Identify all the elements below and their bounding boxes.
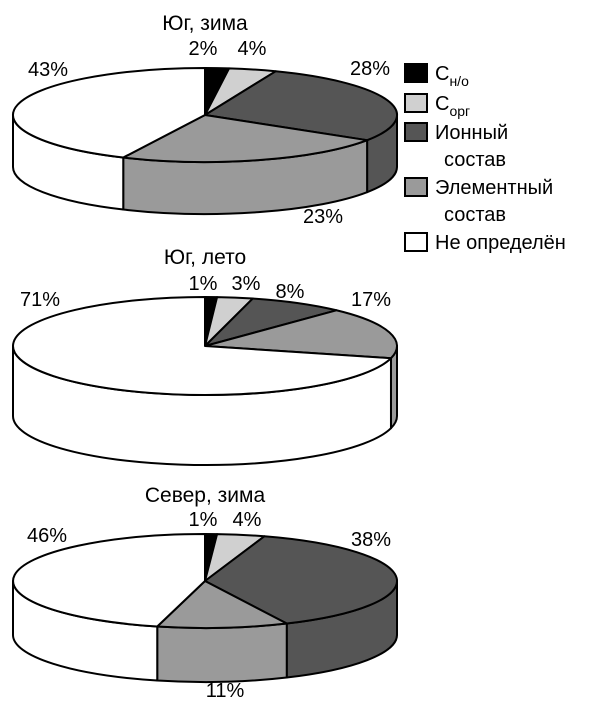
pie-2-label-1: 1% — [189, 273, 218, 295]
legend-label-2: Cорг — [435, 93, 470, 119]
legend-item-2: Cорг — [404, 93, 470, 119]
pie-2-slice-4 — [204, 309, 398, 360]
legend-swatch-5 — [404, 232, 428, 252]
pie-3-label-5: 46% — [27, 525, 67, 547]
legend-item-5: Не определён — [404, 232, 566, 254]
legend-label-3-line2: состав — [444, 149, 506, 171]
pie-2-label-3: 8% — [276, 281, 305, 303]
legend-label-5-main: Не определён — [435, 232, 566, 254]
pie-1-label-3: 28% — [350, 58, 390, 80]
legend-label-5: Не определён — [435, 232, 566, 254]
pies-group: Юг, зима 2% 4% 28% 23% 43% Юг, лето 1% 3% 8% 17% 71… — [11, 12, 399, 702]
pie-1-slice-5 — [11, 67, 206, 159]
pie-2-slice-5 — [12, 296, 392, 396]
pie-1-slice-3 — [204, 70, 398, 142]
pie-3-label-2: 4% — [233, 509, 262, 531]
pie-2-label-4: 17% — [351, 289, 391, 311]
legend-label-3: Ионный — [435, 122, 508, 144]
legend-swatch-1 — [404, 63, 428, 83]
pie-1-label-5: 43% — [28, 59, 68, 81]
pie-1-title: Юг, зима — [162, 12, 248, 35]
pie-chart-2: Юг, лето 1% 3% 8% 17% 71% — [12, 246, 399, 466]
legend-label-4-main: Элементный — [435, 177, 553, 199]
legend-item-3: Ионный состав — [404, 122, 508, 171]
pie-1-label-2: 4% — [238, 38, 267, 60]
pie-3-title: Север, зима — [145, 484, 266, 507]
pie-2-label-5: 71% — [20, 289, 60, 311]
legend-label-3-main: Ионный — [435, 122, 508, 144]
legend-label-1-main: C — [435, 63, 449, 85]
legend-item-4: Элементный состав — [404, 177, 553, 226]
legend-label-2-main: C — [435, 93, 449, 115]
pie-3-label-4: 11% — [206, 680, 245, 702]
pie-3-slice-4 — [156, 580, 288, 629]
pie-3-label-3: 38% — [351, 529, 391, 551]
pie-3-slice-5 — [12, 533, 206, 628]
legend-swatch-2 — [404, 93, 428, 113]
pie-3-slice-3 — [204, 535, 399, 625]
pie-1-label-4: 23% — [303, 206, 343, 228]
pie-3-label-1: 1% — [189, 509, 218, 531]
legend-item-1: Cн/о — [404, 63, 469, 89]
legend-label-2-sub: орг — [449, 103, 470, 119]
pie-2-title: Юг, лето — [164, 246, 246, 269]
legend-label-1-sub: н/о — [449, 73, 469, 89]
pie-1-label-1: 2% — [189, 38, 218, 60]
pie-3-side-4 — [156, 622, 288, 683]
pie-2-label-2: 3% — [232, 273, 261, 295]
legend-label-1: Cн/о — [435, 63, 469, 89]
legend-swatch-4 — [404, 177, 428, 197]
legend-swatch-3 — [404, 122, 428, 142]
legend-label-4-line2: состав — [444, 204, 506, 226]
legend-label-4: Элементный — [435, 177, 553, 199]
pie-chart-1: Юг, зима 2% 4% 28% 23% 43% — [11, 12, 398, 228]
